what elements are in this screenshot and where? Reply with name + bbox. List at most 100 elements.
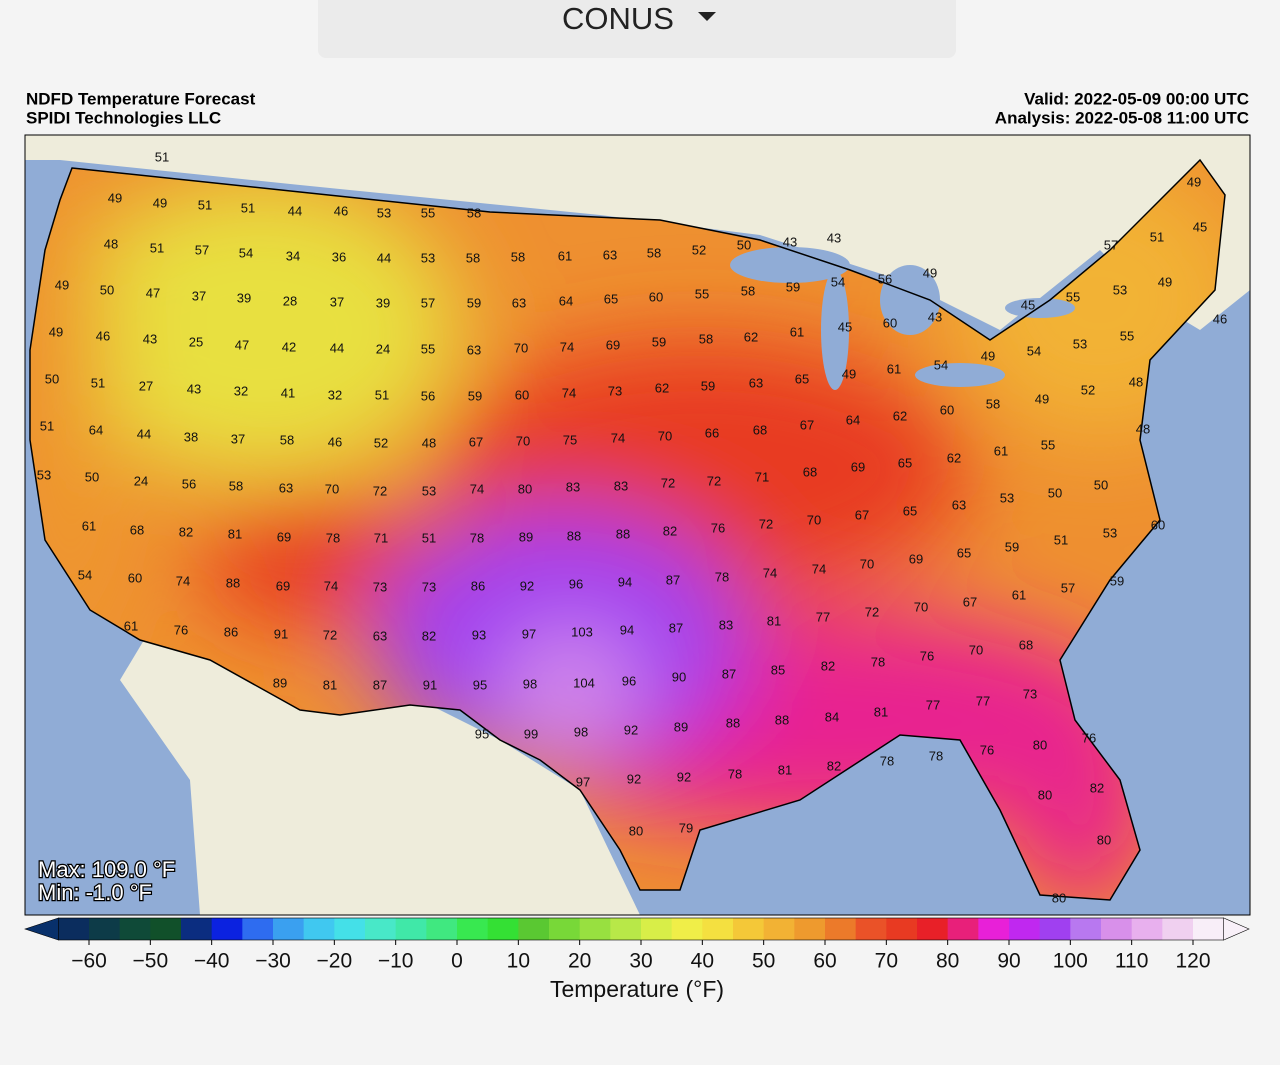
station-temp: 71 [755, 469, 769, 484]
colorbar-tick-label: −30 [255, 950, 291, 973]
colorbar-tick-label: 70 [875, 950, 898, 973]
station-temp: 95 [475, 726, 489, 741]
station-temp: 58 [741, 283, 755, 298]
station-temp: 78 [880, 753, 894, 768]
station-temp: 60 [515, 387, 529, 402]
station-temp: 53 [1000, 490, 1014, 505]
colorbar-cell [886, 918, 918, 940]
lake [880, 265, 940, 335]
station-temp: 44 [377, 250, 391, 265]
station-temp: 48 [1136, 421, 1150, 436]
station-temp: 76 [920, 648, 934, 663]
station-temp: 55 [1120, 328, 1134, 343]
station-temp: 98 [523, 676, 537, 691]
colorbar-tick-label: 20 [568, 950, 591, 973]
min-label: Min: -1.0 °F [38, 880, 152, 905]
station-temp: 62 [893, 408, 907, 423]
station-temp: 80 [518, 481, 532, 496]
colorbar-tick-label: 40 [691, 950, 714, 973]
station-temp: 44 [137, 426, 151, 441]
station-temp: 82 [422, 628, 436, 643]
station-temp: 91 [423, 677, 437, 692]
station-temp: 70 [325, 481, 339, 496]
station-temp: 68 [1019, 637, 1033, 652]
station-temp: 74 [611, 430, 625, 445]
station-temp: 93 [472, 627, 486, 642]
station-temp: 90 [672, 669, 686, 684]
station-temp: 59 [701, 378, 715, 393]
station-temp: 62 [655, 380, 669, 395]
station-temp: 58 [280, 432, 294, 447]
lake [915, 363, 1005, 387]
station-temp: 48 [1129, 374, 1143, 389]
station-temp: 74 [812, 561, 826, 576]
station-temp: 94 [618, 574, 632, 589]
station-temp: 72 [661, 475, 675, 490]
station-temp: 58 [467, 205, 481, 220]
station-temp: 58 [229, 478, 243, 493]
station-temp: 52 [1081, 382, 1095, 397]
station-temp: 60 [649, 289, 663, 304]
station-temp: 49 [981, 348, 995, 363]
station-temp: 94 [620, 622, 634, 637]
station-temp: 60 [940, 402, 954, 417]
station-temp: 32 [234, 383, 248, 398]
station-temp: 87 [722, 666, 736, 681]
station-temp: 38 [184, 429, 198, 444]
station-temp: 50 [45, 371, 59, 386]
station-temp: 59 [786, 279, 800, 294]
station-temp: 55 [695, 286, 709, 301]
station-temp: 72 [323, 627, 337, 642]
station-temp: 46 [96, 328, 110, 343]
station-temp: 63 [952, 497, 966, 512]
station-temp: 49 [923, 265, 937, 280]
station-temp: 88 [616, 526, 630, 541]
station-temp: 55 [421, 205, 435, 220]
station-temp: 63 [279, 480, 293, 495]
station-temp: 68 [753, 422, 767, 437]
station-temp: 74 [763, 565, 777, 580]
station-temp: 53 [1073, 336, 1087, 351]
station-temp: 74 [470, 481, 484, 496]
station-temp: 89 [519, 529, 533, 544]
colorbar-label: Temperature (°F) [550, 976, 724, 1002]
station-temp: 45 [1193, 219, 1207, 234]
station-temp: 44 [330, 340, 344, 355]
station-temp: 43 [143, 331, 157, 346]
colorbar-tick-label: 30 [629, 950, 652, 973]
station-temp: 44 [288, 203, 302, 218]
station-temp: 99 [524, 726, 538, 741]
station-temp: 92 [624, 722, 638, 737]
colorbar-cell [273, 918, 305, 940]
station-temp: 63 [749, 375, 763, 390]
dropdown-label[interactable]: CONUS [562, 1, 674, 36]
station-temp: 55 [1066, 289, 1080, 304]
station-temp: 57 [1104, 237, 1118, 252]
station-temp: 74 [324, 578, 338, 593]
dropdown-caret[interactable] [698, 12, 716, 21]
station-temp: 81 [874, 704, 888, 719]
station-temp: 65 [898, 455, 912, 470]
colorbar-tick-label: 100 [1053, 950, 1088, 973]
station-temp: 96 [622, 673, 636, 688]
colorbar-cell [365, 918, 397, 940]
station-temp: 80 [1033, 737, 1047, 752]
station-temp: 97 [522, 626, 536, 641]
station-temp: 74 [560, 339, 574, 354]
station-temp: 65 [903, 503, 917, 518]
station-temp: 95 [473, 677, 487, 692]
colorbar-cell [1009, 918, 1041, 940]
colorbar-under [24, 917, 59, 941]
analysis-time: Analysis: 2022-05-08 11:00 UTC [995, 108, 1249, 127]
station-temp: 78 [871, 654, 885, 669]
station-temp: 82 [827, 758, 841, 773]
map-frame [24, 134, 1251, 916]
dropdown[interactable] [318, 0, 956, 58]
colorbar-tick-label: −50 [133, 950, 169, 973]
colorbar-cell [702, 918, 734, 940]
station-temp: 65 [795, 371, 809, 386]
station-temp: 65 [604, 291, 618, 306]
colorbar-cell [1070, 918, 1102, 940]
station-temp: 55 [1041, 437, 1055, 452]
colorbar-cell [1039, 918, 1071, 940]
